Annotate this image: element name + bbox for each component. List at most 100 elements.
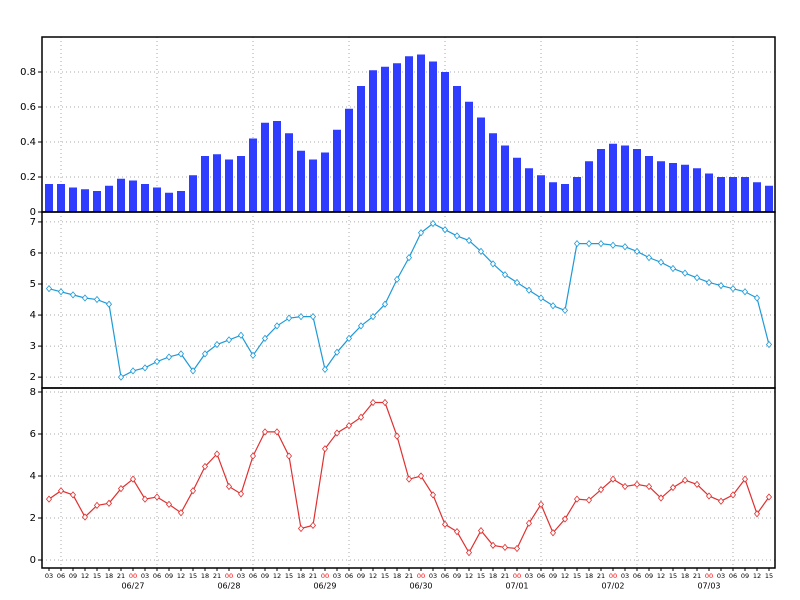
bar	[441, 72, 449, 212]
bar	[285, 133, 293, 212]
bar	[369, 70, 377, 212]
point-marker	[657, 494, 665, 502]
point-marker	[633, 247, 641, 256]
point-marker	[465, 549, 473, 557]
x-tick-label: 03	[141, 572, 149, 580]
x-tick-label: 00	[609, 572, 617, 580]
point-marker	[141, 364, 149, 372]
bar	[525, 168, 533, 212]
x-tick-label: 18	[585, 572, 593, 580]
point-marker	[321, 365, 329, 374]
point-marker	[681, 269, 689, 277]
point-marker	[93, 501, 101, 510]
bar	[165, 192, 173, 212]
bar	[81, 189, 89, 212]
y-tick-label: 6	[30, 248, 36, 259]
x-tick-label: 00	[225, 572, 233, 580]
y-tick-label: 3	[30, 341, 36, 352]
point-marker	[285, 314, 293, 322]
point-marker	[489, 260, 497, 268]
bar	[405, 56, 413, 212]
y-tick-label: 7	[30, 217, 36, 228]
date-label: 06/27	[121, 582, 144, 591]
x-tick-label: 09	[261, 572, 269, 580]
point-marker	[237, 490, 245, 498]
x-tick-label: 21	[597, 572, 605, 580]
point-marker	[81, 294, 89, 302]
x-tick-label: 09	[165, 572, 173, 580]
point-marker	[693, 274, 701, 282]
point-marker	[453, 528, 461, 536]
point-marker	[537, 500, 545, 508]
point-marker	[405, 475, 413, 483]
x-tick-label: 15	[477, 572, 485, 580]
point-marker	[225, 482, 233, 491]
bar	[213, 154, 221, 212]
x-tick-label: 15	[765, 572, 773, 580]
point-marker	[417, 229, 425, 237]
point-marker	[681, 476, 689, 484]
x-tick-label: 21	[405, 572, 413, 580]
point-marker	[441, 520, 449, 528]
bar	[741, 177, 749, 212]
x-tick-label: 00	[417, 572, 425, 580]
point-marker	[393, 275, 401, 283]
x-tick-label: 15	[573, 572, 581, 580]
x-tick-label: 15	[189, 572, 197, 580]
point-marker	[345, 334, 353, 342]
x-tick-label: 09	[357, 572, 365, 580]
y-tick-label: 0.2	[20, 172, 36, 183]
x-tick-label: 00	[705, 572, 713, 580]
point-marker	[585, 496, 593, 504]
point-marker	[57, 487, 65, 495]
point-marker	[189, 367, 197, 375]
point-marker	[381, 398, 389, 407]
point-marker	[297, 524, 305, 533]
point-marker	[273, 322, 281, 330]
bar	[717, 177, 725, 212]
x-tick-label: 06	[537, 572, 545, 580]
x-tick-label: 18	[681, 572, 689, 580]
bar	[417, 54, 425, 212]
point-marker	[129, 475, 137, 483]
x-tick-label: 03	[237, 572, 245, 580]
point-marker	[69, 291, 77, 299]
bar	[585, 161, 593, 212]
y-tick-label: 0	[30, 207, 36, 218]
point-marker	[753, 510, 761, 518]
point-marker	[165, 500, 173, 508]
point-marker	[69, 491, 77, 499]
bar	[477, 117, 485, 212]
bar	[117, 178, 125, 212]
point-marker	[717, 497, 725, 505]
x-tick-label: 06	[441, 572, 449, 580]
point-marker	[441, 226, 449, 234]
bar	[765, 185, 773, 212]
bar	[549, 182, 557, 212]
bar	[573, 177, 581, 212]
bar	[357, 86, 365, 212]
bar	[513, 157, 521, 212]
bar	[177, 191, 185, 212]
x-tick-label: 06	[633, 572, 641, 580]
bar	[705, 173, 713, 212]
point-marker	[525, 286, 533, 294]
point-marker	[693, 480, 701, 489]
point-marker	[633, 480, 641, 489]
y-tick-label: 4	[30, 471, 36, 482]
x-tick-label: 12	[369, 572, 377, 580]
x-tick-label: 03	[333, 572, 341, 580]
point-marker	[621, 482, 629, 491]
bar	[453, 86, 461, 212]
x-tick-label: 03	[717, 572, 725, 580]
bar	[237, 156, 245, 212]
bar	[537, 175, 545, 212]
point-marker	[741, 288, 749, 296]
point-marker	[153, 357, 161, 366]
point-marker	[753, 294, 761, 302]
point-marker	[513, 278, 521, 287]
point-marker	[429, 491, 437, 499]
point-marker	[189, 487, 197, 495]
x-tick-label: 06	[345, 572, 353, 580]
point-marker	[609, 475, 617, 483]
